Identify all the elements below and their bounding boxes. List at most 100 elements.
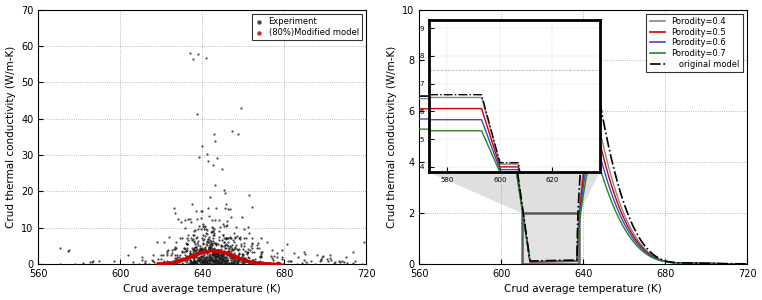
(80%)Modified model [174, 258, 186, 263]
Experiment [210, 241, 223, 246]
Experiment [208, 260, 220, 265]
Experiment [200, 258, 213, 263]
Experiment [190, 236, 203, 240]
Experiment [136, 258, 148, 262]
Experiment [281, 259, 293, 263]
Experiment [222, 248, 234, 253]
Experiment [216, 260, 228, 265]
(80%)Modified model [171, 257, 184, 262]
(80%)Modified model [268, 261, 280, 266]
(80%)Modified model [274, 261, 286, 266]
Experiment [216, 243, 228, 248]
(80%)Modified model [226, 252, 239, 257]
(80%)Modified model [200, 248, 212, 253]
Experiment [179, 253, 191, 258]
Experiment [229, 245, 241, 250]
(80%)Modified model [271, 262, 283, 266]
(80%)Modified model [168, 259, 180, 264]
Experiment [197, 259, 210, 264]
Experiment [194, 255, 207, 260]
Experiment [189, 259, 201, 263]
Polygon shape [429, 172, 600, 213]
Experiment [207, 249, 219, 254]
Experiment [210, 255, 222, 260]
(80%)Modified model [237, 258, 249, 262]
Experiment [246, 236, 258, 240]
Experiment [281, 242, 293, 247]
Experiment [190, 241, 203, 245]
Experiment [218, 260, 230, 265]
Experiment [251, 241, 264, 246]
(80%)Modified model [220, 250, 232, 254]
Experiment [321, 257, 333, 262]
Experiment [210, 254, 223, 259]
Experiment [227, 247, 239, 252]
Experiment [203, 214, 215, 218]
(80%)Modified model [171, 258, 183, 262]
(80%)Modified model [199, 248, 211, 253]
Experiment [200, 238, 213, 243]
(80%)Modified model [186, 254, 198, 259]
(80%)Modified model [232, 255, 244, 260]
Experiment [285, 258, 297, 263]
(80%)Modified model [197, 250, 210, 254]
Experiment [195, 226, 207, 231]
Experiment [207, 218, 219, 222]
Experiment [206, 242, 218, 247]
Experiment [188, 239, 200, 244]
Experiment [255, 252, 267, 257]
(80%)Modified model [263, 261, 275, 266]
(80%)Modified model [253, 261, 265, 266]
Experiment [235, 262, 248, 266]
(80%)Modified model [181, 255, 193, 260]
Experiment [204, 258, 216, 262]
(80%)Modified model [235, 256, 248, 261]
(80%)Modified model [218, 250, 230, 255]
(80%)Modified model [163, 260, 175, 265]
(80%)Modified model [200, 248, 213, 253]
Experiment [62, 249, 74, 254]
Experiment [245, 259, 257, 264]
Experiment [190, 248, 202, 252]
Experiment [225, 244, 237, 249]
Experiment [197, 232, 209, 237]
Experiment [171, 252, 183, 257]
Experiment [211, 260, 223, 265]
Experiment [197, 250, 209, 255]
(80%)Modified model [167, 259, 179, 264]
Experiment [219, 259, 231, 263]
(80%)Modified model [163, 260, 175, 264]
(80%)Modified model [169, 260, 181, 264]
(80%)Modified model [222, 251, 234, 256]
Experiment [251, 243, 263, 248]
(80%)Modified model [195, 250, 207, 255]
(80%)Modified model [248, 259, 260, 264]
Experiment [217, 256, 229, 261]
Experiment [221, 258, 233, 263]
Experiment [212, 253, 224, 257]
(80%)Modified model [271, 261, 283, 266]
(80%)Modified model [199, 249, 211, 254]
Experiment [252, 259, 264, 264]
(80%)Modified model [208, 248, 220, 253]
(80%)Modified model [163, 260, 175, 265]
(80%)Modified model [186, 253, 198, 258]
Experiment [189, 248, 201, 253]
Experiment [215, 242, 227, 247]
Experiment [237, 252, 249, 256]
Experiment [163, 235, 175, 240]
Experiment [309, 261, 322, 266]
Experiment [195, 248, 207, 252]
(80%)Modified model [162, 260, 174, 265]
(80%)Modified model [181, 255, 193, 260]
Experiment [187, 248, 200, 252]
(80%)Modified model [219, 251, 231, 256]
Experiment [139, 260, 152, 265]
(80%)Modified model [216, 250, 228, 254]
(80%)Modified model [214, 248, 226, 253]
Experiment [261, 261, 274, 266]
Experiment [200, 248, 212, 252]
(80%)Modified model [205, 248, 217, 253]
(80%)Modified model [158, 261, 170, 266]
(80%)Modified model [189, 253, 201, 257]
